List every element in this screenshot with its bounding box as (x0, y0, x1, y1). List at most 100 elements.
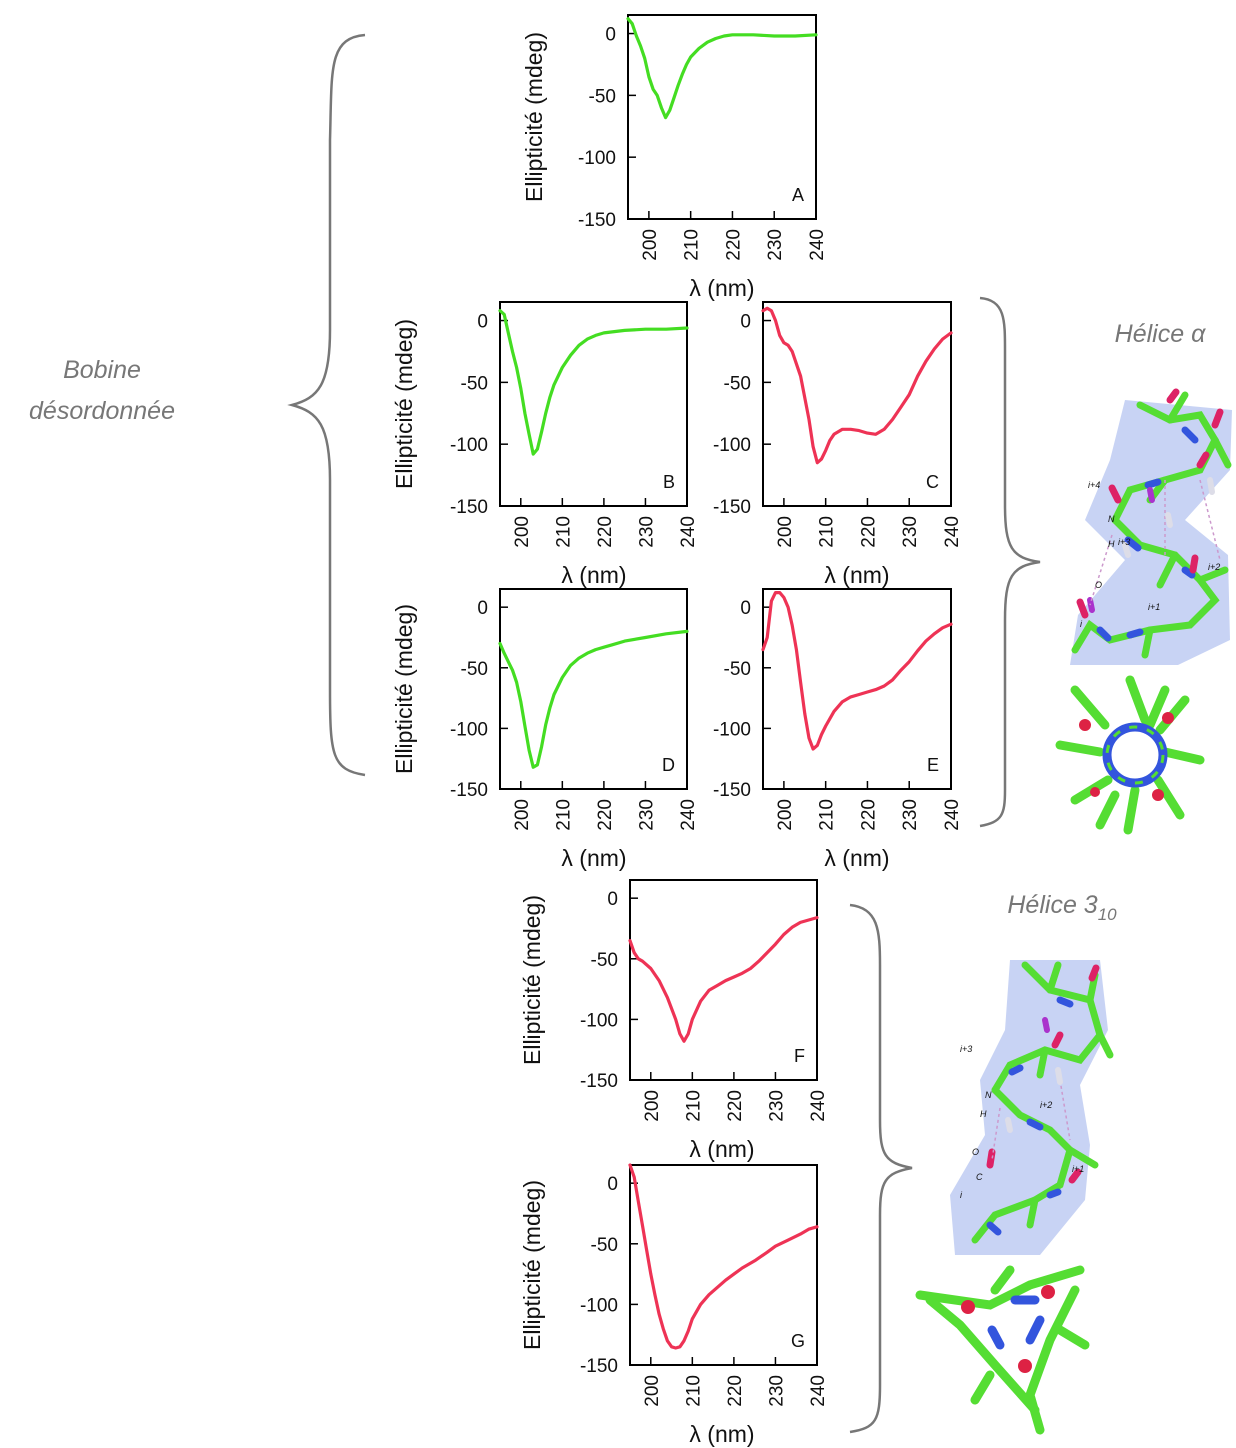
plot-frame (762, 588, 952, 790)
residue-label: C (976, 1172, 983, 1182)
x-axis-label: λ (nm) (824, 562, 889, 588)
x-tick-label: 200 (512, 516, 533, 548)
x-tick-label: 220 (725, 1375, 746, 1407)
x-tick-label: 220 (595, 516, 616, 548)
x-axis-label: λ (nm) (689, 1421, 754, 1447)
panel-letter: F (794, 1046, 805, 1066)
residue-label: i+2 (1040, 1100, 1052, 1110)
alpha-helix-side-view: i+4 N H i+3 i+2 O i+1 i (1070, 388, 1232, 665)
cd-spectra-panels: 0 -50 -100 -150 200 210 220 230 240 Aλ (nm) Ellipt… (391, 14, 963, 1447)
x-tick-label: 200 (775, 799, 796, 831)
x-tick-label: 230 (766, 1375, 787, 1407)
x-tick-label: 210 (553, 799, 574, 831)
cd-spectrum-line (628, 1163, 819, 1350)
y-tick-label: -100 (580, 1295, 618, 1316)
alpha-helix-brace (979, 296, 1041, 828)
y-tick-label: -50 (724, 659, 751, 680)
x-tick-label: 220 (858, 516, 879, 548)
residue-label: i+1 (1072, 1164, 1084, 1174)
y-tick-label: -100 (450, 435, 488, 456)
y-tick-label: 0 (477, 598, 488, 619)
residue-label: H (1108, 539, 1115, 549)
x-tick-label: 200 (775, 516, 796, 548)
helix310-brace (849, 903, 913, 1434)
cd-spectrum-line (498, 309, 689, 456)
x-tick-label: 220 (723, 229, 744, 261)
x-axis-label: λ (nm) (689, 275, 754, 301)
random-coil-brace (287, 33, 366, 777)
random-coil-label-line1: Bobine (63, 356, 141, 384)
y-tick-label: -150 (450, 497, 488, 518)
y-axis-label: Ellipticité (mdeg) (519, 895, 545, 1065)
y-axis-label: Ellipticité (mdeg) (519, 1180, 545, 1350)
plot-frame (629, 1164, 818, 1366)
x-tick-label: 210 (683, 1090, 704, 1122)
x-tick-label: 240 (678, 799, 699, 831)
y-tick-label: 0 (477, 312, 488, 333)
x-axis-label: λ (nm) (689, 1136, 754, 1162)
residue-label: i+2 (1208, 562, 1220, 572)
panel-letter: C (926, 472, 939, 492)
x-tick-label: 240 (678, 516, 699, 548)
x-tick-label: 230 (765, 229, 786, 261)
y-axis-label: Ellipticité (mdeg) (391, 604, 417, 774)
chart-panel-d: 0 -50 -100 -150 200 210 220 230 240 Dλ (nm) Ellipt… (391, 588, 699, 871)
x-axis-label: λ (nm) (824, 845, 889, 871)
cd-spectrum-line (626, 17, 818, 120)
residue-label: i+4 (1088, 480, 1100, 490)
alpha-helix-top-view (1055, 675, 1205, 835)
y-tick-label: -150 (713, 780, 751, 801)
y-tick-label: -100 (450, 719, 488, 740)
residue-label: i+3 (960, 1044, 972, 1054)
alpha-helix-label: Hélice α (1115, 320, 1206, 348)
y-tick-label: -100 (713, 719, 751, 740)
residue-label: i (960, 1190, 963, 1200)
chart-panel-b: 0 -50 -100 -150 200 210 220 230 240 Bλ (nm) Ellipt… (391, 301, 699, 588)
x-tick-label: 210 (683, 1375, 704, 1407)
x-tick-label: 230 (900, 516, 921, 548)
chart-panel-a: 0 -50 -100 -150 200 210 220 230 240 Aλ (nm) Ellipt… (521, 14, 828, 301)
x-tick-label: 220 (595, 799, 616, 831)
y-tick-label: -100 (578, 148, 616, 169)
panel-letter: A (792, 185, 804, 205)
y-tick-label: -150 (578, 210, 616, 231)
y-tick-label: -150 (580, 1071, 618, 1092)
x-tick-label: 200 (642, 1090, 663, 1122)
residue-label: i+3 (1118, 537, 1130, 547)
plot-frame (762, 301, 952, 507)
y-tick-label: -100 (713, 435, 751, 456)
x-axis-label: λ (nm) (561, 845, 626, 871)
y-tick-label: -50 (461, 373, 488, 394)
helix310-label: Hélice 310 (1007, 891, 1117, 924)
x-tick-label: 210 (553, 516, 574, 548)
x-tick-label: 230 (636, 799, 657, 831)
panel-letter: G (791, 1331, 805, 1351)
y-tick-label: -100 (580, 1010, 618, 1031)
panel-letter: D (662, 755, 675, 775)
x-tick-label: 240 (942, 799, 963, 831)
x-tick-label: 210 (817, 799, 838, 831)
cd-spectrum-line (761, 306, 953, 465)
x-tick-label: 220 (858, 799, 879, 831)
chart-panel-c: 0 -50 -100 -150 200 210 220 230 240 Cλ (nm) (713, 301, 963, 588)
chart-panel-e: 0 -50 -100 -150 200 210 220 230 240 Eλ (nm) (713, 588, 963, 871)
x-tick-label: 200 (640, 229, 661, 261)
helix310-top-view (915, 1265, 1090, 1435)
chart-panel-g: 0 -50 -100 -150 200 210 220 230 240 Gλ (nm) Ellipt… (519, 1163, 829, 1447)
residue-label: O (972, 1147, 979, 1157)
plot-frame (499, 301, 688, 507)
y-tick-label: -50 (589, 86, 616, 107)
x-tick-label: 200 (642, 1375, 663, 1407)
y-tick-label: -50 (724, 373, 751, 394)
residue-label: N (1108, 514, 1115, 524)
x-tick-label: 220 (725, 1090, 746, 1122)
x-tick-label: 240 (807, 229, 828, 261)
y-axis-label: Ellipticité (mdeg) (391, 319, 417, 489)
x-tick-label: 230 (636, 516, 657, 548)
panel-letter: E (927, 755, 939, 775)
y-tick-label: 0 (607, 889, 618, 910)
residue-label: i (1080, 619, 1083, 629)
y-tick-label: 0 (740, 312, 751, 333)
x-tick-label: 240 (808, 1090, 829, 1122)
x-tick-label: 230 (766, 1090, 787, 1122)
